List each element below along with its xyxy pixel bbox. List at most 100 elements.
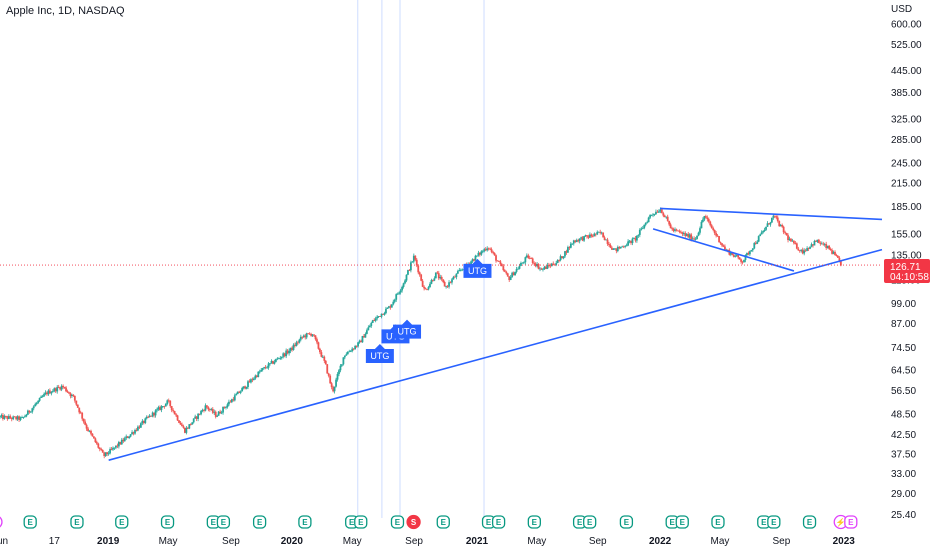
candle-body [775,216,778,218]
earnings-upcoming-icon[interactable]: E [844,515,858,529]
candle-body [417,265,420,273]
price-tick-label: 325.00 [891,114,922,125]
utg-label[interactable]: UTG [463,258,492,278]
candle-body [90,430,92,434]
utg-label[interactable]: UTG [393,319,422,339]
candle-body [628,240,631,242]
candle-body [729,252,732,255]
earnings-icon[interactable]: E [160,515,175,529]
candle-body [35,402,38,405]
candle-body [724,246,726,251]
earnings-icon[interactable]: E [23,515,37,529]
candle-body [387,306,390,308]
dividend-icon[interactable]: D [0,516,3,529]
candle-body [25,414,28,417]
candle-body [163,406,166,407]
candle-body [690,234,693,240]
event-badge [436,515,450,529]
candle-body [393,299,396,302]
candle-body [451,279,453,283]
trendline[interactable] [652,228,795,272]
earnings-icon[interactable]: E [70,515,84,529]
candle-body [706,217,709,220]
candle-body [508,276,511,281]
earnings-icon[interactable]: E [298,515,312,529]
candles [0,207,842,459]
candle-body [499,261,502,265]
candle-body [123,438,126,442]
event-letter: E [486,518,492,527]
candle-body [584,235,587,237]
earnings-icon[interactable]: E [675,515,689,529]
candle-body [527,255,530,258]
price-tick-label: 74.50 [891,343,916,354]
candle-body [633,238,635,239]
earnings-icon[interactable]: E [115,515,129,529]
candle-body [738,257,741,260]
candle-body [643,224,646,229]
time-tick-label: May [343,536,362,547]
candle-body [320,352,323,357]
trendline[interactable] [108,248,883,461]
candle-body [336,374,339,380]
candle-body [10,418,13,420]
candle-body [13,416,16,418]
utg-label-text: UTG [468,266,487,276]
candle-body [454,276,456,278]
candle-body [354,346,357,350]
candle-body [250,379,252,383]
event-letter: E [119,518,125,527]
candle-body [335,379,337,387]
time-tick-label: 2019 [97,536,120,547]
time-tick-label: Sep [405,536,423,547]
price-tick-label: 33.00 [891,469,916,480]
candle-body [266,367,268,369]
earnings-icon[interactable]: E [665,515,679,529]
candle-body [652,214,654,216]
event-badge [844,515,858,529]
earnings-icon[interactable]: E [527,515,541,529]
candle-body [228,401,230,405]
earnings-icon[interactable]: E [491,515,506,529]
candle-body [156,409,158,411]
candle-body [53,388,56,392]
candle-body [308,333,311,335]
candle-body [214,411,217,417]
candle-body [627,241,629,246]
earnings-icon[interactable]: E [436,515,450,529]
candle-body [517,268,519,270]
candle-body [349,351,352,352]
candle-body [795,243,798,249]
earnings-icon[interactable]: E [354,515,368,529]
event-letter: E [761,518,767,527]
candle-body [540,268,543,270]
candle-body [357,342,359,347]
candle-body [696,235,698,239]
earnings-icon[interactable]: E [583,515,597,529]
earnings-icon[interactable]: E [802,515,817,529]
earnings-icon[interactable]: E [767,515,781,529]
split-icon[interactable]: S [406,514,421,530]
candle-body [803,250,806,254]
utg-label[interactable]: UTG [365,343,394,363]
candle-body [161,406,164,407]
price-tick-label: 215.00 [891,179,922,190]
event-letter: E [28,518,34,527]
candle-body [412,255,415,262]
candle-body [615,248,618,252]
candle-body [763,229,766,232]
trendline[interactable] [660,207,883,221]
candle-body [550,263,553,267]
candle-body [112,447,114,450]
candle-body [327,373,330,376]
earnings-icon[interactable]: E [252,515,267,529]
earnings-icon[interactable]: E [390,515,405,529]
candle-body [455,273,458,278]
earnings-icon[interactable]: E [216,515,231,529]
earnings-icon[interactable]: E [619,515,634,529]
earnings-icon[interactable]: E [711,515,725,529]
time-tick-label: May [527,536,546,547]
price-tick-label: 64.50 [891,365,916,376]
candle-body [66,391,69,393]
